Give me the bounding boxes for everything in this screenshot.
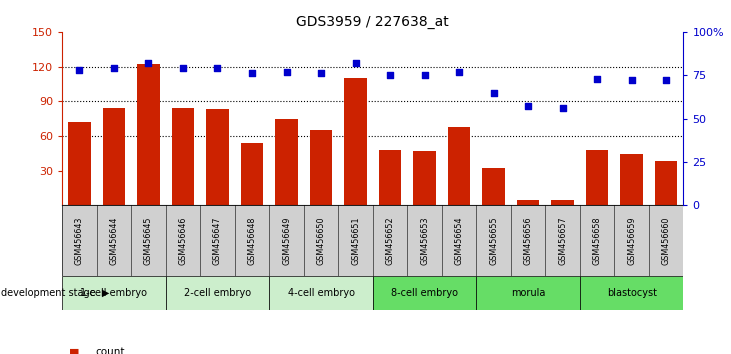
Text: GSM456645: GSM456645 [144, 216, 153, 265]
Text: 2-cell embryo: 2-cell embryo [184, 288, 251, 298]
Text: morula: morula [511, 288, 545, 298]
Point [212, 65, 224, 71]
Bar [137, 64, 159, 205]
Bar [373, 276, 477, 310]
Text: GSM456647: GSM456647 [213, 216, 222, 265]
Text: GSM456644: GSM456644 [110, 217, 118, 265]
Text: blastocyst: blastocyst [607, 288, 656, 298]
Text: GSM456660: GSM456660 [662, 217, 671, 265]
Bar [379, 150, 401, 205]
Bar [621, 154, 643, 205]
Text: GSM456653: GSM456653 [420, 216, 429, 265]
Point [488, 90, 499, 96]
Text: GSM456648: GSM456648 [248, 217, 257, 265]
Text: GSM456646: GSM456646 [178, 217, 187, 265]
Point [626, 78, 637, 83]
Text: GSM456656: GSM456656 [523, 216, 533, 265]
Point [349, 60, 361, 66]
Bar [517, 200, 539, 205]
Bar [448, 127, 470, 205]
Point [419, 73, 431, 78]
Bar [102, 108, 125, 205]
Text: GSM456650: GSM456650 [317, 216, 325, 265]
Point [246, 71, 258, 76]
Bar [586, 150, 608, 205]
Point [108, 65, 120, 71]
Bar [62, 276, 166, 310]
Text: 8-cell embryo: 8-cell embryo [391, 288, 458, 298]
Text: 4-cell embryo: 4-cell embryo [287, 288, 355, 298]
Bar [482, 168, 505, 205]
Point [453, 69, 465, 75]
Text: count: count [95, 347, 124, 354]
Bar [240, 143, 263, 205]
Bar [206, 109, 229, 205]
Point [143, 60, 154, 66]
Bar [172, 108, 194, 205]
Text: development stage  ▶: development stage ▶ [1, 288, 110, 298]
Point [522, 104, 534, 109]
Point [557, 105, 569, 111]
Title: GDS3959 / 227638_at: GDS3959 / 227638_at [297, 16, 449, 29]
Bar [166, 276, 269, 310]
Text: GSM456655: GSM456655 [489, 216, 498, 265]
Text: GSM456654: GSM456654 [455, 216, 463, 265]
Point [177, 65, 189, 71]
Bar [269, 276, 373, 310]
Text: GSM456649: GSM456649 [282, 216, 291, 265]
Text: ■: ■ [69, 347, 80, 354]
Bar [413, 151, 436, 205]
Text: GSM456643: GSM456643 [75, 217, 84, 265]
Point [315, 71, 327, 76]
Text: GSM456658: GSM456658 [593, 216, 602, 265]
Text: GSM456659: GSM456659 [627, 216, 636, 265]
Bar [344, 78, 367, 205]
Bar [276, 119, 298, 205]
Point [74, 67, 86, 73]
Point [660, 78, 672, 83]
Text: 1-cell embryo: 1-cell embryo [80, 288, 148, 298]
Bar [655, 161, 678, 205]
Bar [551, 200, 574, 205]
Bar [580, 276, 683, 310]
Text: GSM456657: GSM456657 [558, 216, 567, 265]
Point [281, 69, 292, 75]
Point [385, 73, 396, 78]
Text: GSM456651: GSM456651 [351, 216, 360, 265]
Point [591, 76, 603, 81]
Text: GSM456652: GSM456652 [385, 216, 395, 265]
Bar [68, 122, 91, 205]
Bar [477, 276, 580, 310]
Bar [310, 130, 333, 205]
